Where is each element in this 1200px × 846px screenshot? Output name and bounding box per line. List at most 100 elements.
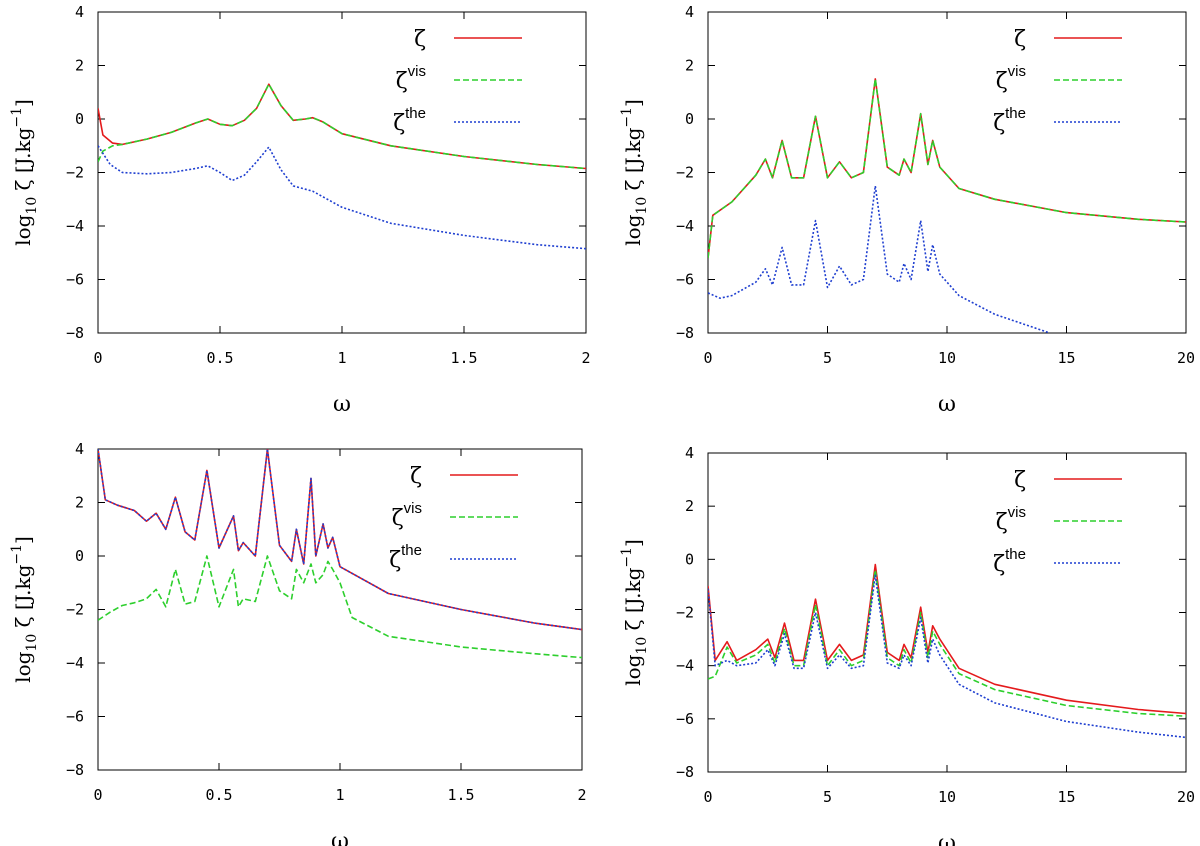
x-axis-label: ω	[938, 392, 956, 417]
x-tick-label: 1	[335, 786, 344, 804]
x-axis-label: ω	[333, 392, 351, 417]
y-tick-label: −4	[66, 217, 84, 235]
x-tick-label: 20	[1177, 788, 1195, 806]
y-axis-label-close: ]	[621, 539, 645, 547]
x-tick-label: 2	[581, 349, 590, 367]
x-tick-label: 1.5	[447, 786, 474, 804]
legend-superscript: the	[1005, 546, 1026, 563]
legend-label-vis: ζvis	[392, 500, 422, 531]
series-line-total	[708, 563, 1186, 715]
y-axis-label-sub: 10	[24, 197, 40, 215]
x-tick-label: 1.5	[450, 349, 477, 367]
x-tick-label: 5	[823, 349, 832, 367]
y-axis-label: log10 ζ [J.kg−1]	[619, 99, 650, 246]
x-tick-label: 15	[1057, 349, 1075, 367]
legend-superscript: the	[401, 542, 422, 559]
y-tick-label: 2	[685, 57, 694, 75]
y-tick-label: −2	[66, 601, 84, 619]
legend-label-the: ζthe	[393, 105, 426, 136]
legend-label-vis: ζvis	[996, 504, 1026, 535]
series-line-the	[708, 185, 1051, 333]
legend-symbol: ζ	[993, 552, 1005, 577]
y-tick-label: −6	[66, 271, 84, 289]
y-axis-label-base: log	[11, 651, 35, 682]
y-tick-label: −8	[676, 763, 694, 781]
series-line-total	[98, 449, 582, 631]
legend-symbol: ζ	[389, 548, 401, 573]
x-tick-label: 0.5	[206, 349, 233, 367]
y-tick-label: −4	[676, 217, 694, 235]
legend-label-vis: ζvis	[396, 63, 426, 94]
legend-label-total: ζ	[1014, 27, 1026, 52]
x-tick-label: 1	[337, 349, 346, 367]
y-tick-label: −2	[676, 164, 694, 182]
y-axis-label-sup: −1	[619, 107, 635, 128]
y-axis-label: log10 ζ [J.kg−1]	[9, 99, 40, 246]
x-tick-label: 0.5	[205, 786, 232, 804]
legend-symbol: ζ	[410, 464, 422, 489]
series-line-total	[98, 83, 586, 170]
x-tick-label: 0	[703, 788, 712, 806]
y-tick-label: −8	[66, 324, 84, 342]
x-tick-label: 15	[1057, 788, 1075, 806]
y-axis-label-sym: ζ [J.kg	[11, 564, 35, 633]
y-tick-label: 4	[75, 440, 84, 458]
y-axis-label-sym: ζ [J.kg	[621, 567, 645, 636]
plot-frame	[707, 452, 1187, 773]
y-tick-label: −2	[676, 604, 694, 622]
plot-frame	[97, 448, 583, 771]
series-line-the	[98, 145, 586, 250]
legend-superscript: the	[405, 105, 426, 122]
legend-label-vis: ζvis	[996, 63, 1026, 94]
series-line-vis	[98, 555, 582, 659]
x-tick-label: 10	[938, 788, 956, 806]
y-tick-label: −4	[66, 654, 84, 672]
series-line-vis	[708, 569, 1186, 717]
y-axis-label-base: log	[11, 214, 35, 245]
y-axis-label-base: log	[621, 214, 645, 245]
legend-superscript: vis	[404, 500, 422, 517]
y-axis-label-sup: −1	[9, 107, 25, 128]
y-tick-label: −6	[66, 708, 84, 726]
x-axis-label: ω	[938, 831, 956, 846]
y-axis-label-sym: ζ [J.kg	[621, 127, 645, 196]
y-tick-label: −6	[676, 710, 694, 728]
y-tick-label: 2	[685, 497, 694, 515]
y-axis-label-close: ]	[11, 99, 35, 107]
legend-symbol: ζ	[1014, 468, 1026, 493]
series-line-vis	[708, 78, 1186, 259]
y-axis-label-base: log	[621, 654, 645, 685]
y-axis-label: log10 ζ [J.kg−1]	[619, 539, 650, 686]
legend-label-total: ζ	[410, 464, 422, 489]
legend-symbol: ζ	[996, 510, 1008, 535]
y-axis-label-close: ]	[11, 536, 35, 544]
legend-label-the: ζthe	[993, 546, 1026, 577]
legend-superscript: the	[1005, 105, 1026, 122]
y-axis-label-close: ]	[621, 99, 645, 107]
legend-symbol: ζ	[993, 111, 1005, 136]
y-tick-label: 0	[75, 110, 84, 128]
y-tick-label: −2	[66, 164, 84, 182]
x-tick-label: 5	[823, 788, 832, 806]
legend-symbol: ζ	[996, 69, 1008, 94]
y-tick-label: 0	[685, 110, 694, 128]
y-tick-label: 0	[75, 547, 84, 565]
legend-label-total: ζ	[414, 27, 426, 52]
legend-label-the: ζthe	[389, 542, 422, 573]
series-line-the	[98, 449, 582, 631]
y-axis-label-sub: 10	[24, 634, 40, 652]
y-axis-label-sub: 10	[634, 197, 650, 215]
y-tick-label: 4	[75, 3, 84, 21]
x-tick-label: 20	[1177, 349, 1195, 367]
legend-symbol: ζ	[392, 506, 404, 531]
y-axis-label-sup: −1	[9, 544, 25, 565]
y-tick-label: 2	[75, 494, 84, 512]
x-tick-label: 2	[577, 786, 586, 804]
legend-symbol: ζ	[1014, 27, 1026, 52]
legend-symbol: ζ	[393, 111, 405, 136]
legend-symbol: ζ	[396, 69, 408, 94]
